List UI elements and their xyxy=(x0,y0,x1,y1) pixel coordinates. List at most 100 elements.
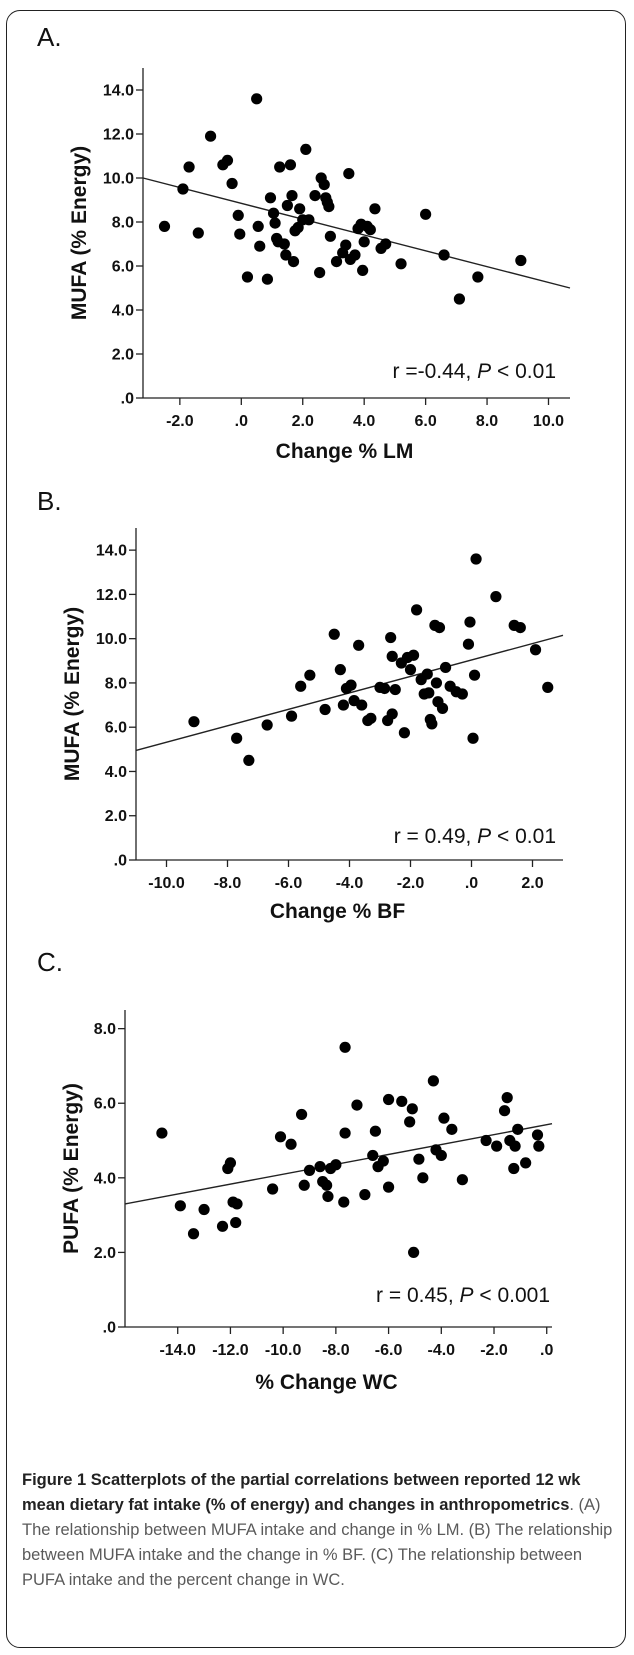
x-tick-label: -4.0 xyxy=(336,875,364,892)
data-point xyxy=(324,230,336,242)
data-point xyxy=(490,591,502,603)
x-tick-label: 4.0 xyxy=(353,413,375,430)
panel-letter-a: A. xyxy=(37,22,62,52)
data-point xyxy=(264,192,277,204)
data-point xyxy=(286,190,298,202)
x-tick-label: -6.0 xyxy=(375,1342,403,1359)
data-point xyxy=(183,161,195,173)
data-point xyxy=(340,239,352,251)
data-point xyxy=(382,1093,395,1106)
data-point xyxy=(156,1127,168,1139)
data-point xyxy=(515,254,527,267)
data-point xyxy=(413,1153,425,1165)
data-point xyxy=(226,177,238,190)
data-point xyxy=(303,214,315,226)
data-point xyxy=(408,1246,420,1259)
data-point xyxy=(274,161,286,173)
data-point xyxy=(508,1162,520,1175)
y-tick-label: 4.0 xyxy=(105,764,127,781)
data-point xyxy=(498,1105,511,1117)
x-tick-label: 2.0 xyxy=(292,413,314,430)
panel-letter-b: B. xyxy=(37,486,62,516)
y-tick-label: 10.0 xyxy=(96,631,127,648)
data-point xyxy=(417,1172,429,1184)
x-axis-title-a: Change % LM xyxy=(276,440,414,463)
x-tick-label: 10.0 xyxy=(533,413,564,430)
data-point xyxy=(192,227,204,239)
data-point xyxy=(501,1092,513,1104)
data-point xyxy=(234,228,246,240)
data-point xyxy=(231,732,243,744)
data-point xyxy=(467,732,479,744)
data-point xyxy=(386,650,398,662)
data-point xyxy=(338,1196,350,1208)
x-tick-label: -2.0 xyxy=(397,875,425,892)
figure-frame xyxy=(6,10,626,1648)
data-point xyxy=(281,199,293,212)
data-point xyxy=(439,661,452,674)
data-point xyxy=(323,201,335,213)
x-tick-label: -8.0 xyxy=(322,1342,350,1359)
data-point xyxy=(295,680,307,692)
x-tick-label: -12.0 xyxy=(212,1342,249,1359)
y-axis-title-c: PUFA (% Energy) xyxy=(60,1083,83,1254)
data-point xyxy=(287,256,300,268)
y-tick-label: 4.0 xyxy=(112,303,134,320)
x-tick-label: 2.0 xyxy=(521,875,543,892)
data-point xyxy=(351,1099,363,1111)
x-axis-title-b: Change % BF xyxy=(270,900,406,923)
data-point xyxy=(243,754,255,766)
data-point xyxy=(421,668,433,680)
y-tick-label: 6.0 xyxy=(105,720,127,737)
data-point xyxy=(446,1123,458,1135)
data-point xyxy=(349,249,361,261)
data-point xyxy=(456,1174,468,1186)
data-point xyxy=(241,271,254,283)
data-point xyxy=(267,1183,279,1195)
y-tick-label: 10.0 xyxy=(103,171,134,188)
data-point xyxy=(404,1116,416,1128)
y-tick-label: 8.0 xyxy=(94,1021,116,1038)
data-point xyxy=(420,208,432,220)
y-tick-label: 8.0 xyxy=(105,675,127,692)
data-point xyxy=(427,1075,439,1087)
data-point xyxy=(221,154,234,166)
x-tick-label: -14.0 xyxy=(159,1342,196,1359)
correlation-stat-c: r = 0.45, P < 0.001 xyxy=(376,1284,550,1307)
x-tick-label: -6.0 xyxy=(275,875,303,892)
x-tick-label: .0 xyxy=(235,413,248,430)
data-point xyxy=(433,622,446,634)
data-point xyxy=(453,293,466,305)
y-tick-label: 2.0 xyxy=(94,1245,116,1262)
data-point xyxy=(339,1127,351,1139)
data-point xyxy=(300,143,312,155)
y-tick-label: 4.0 xyxy=(94,1170,116,1187)
data-point xyxy=(480,1134,492,1147)
data-point xyxy=(411,604,423,616)
data-point xyxy=(380,238,392,250)
x-tick-label: -2.0 xyxy=(166,413,194,430)
data-point xyxy=(357,264,369,276)
data-point xyxy=(398,727,410,739)
data-point xyxy=(542,681,554,693)
data-point xyxy=(426,718,438,730)
y-tick-label: 8.0 xyxy=(112,215,134,232)
y-axis-title-b: MUFA (% Energy) xyxy=(61,607,84,781)
panel-letter-c: C. xyxy=(37,947,63,977)
data-point xyxy=(533,1140,545,1152)
data-point xyxy=(224,1157,237,1169)
data-point xyxy=(294,203,306,215)
y-tick-label: 6.0 xyxy=(112,259,134,276)
data-point xyxy=(356,699,368,711)
y-tick-label: .0 xyxy=(103,1320,116,1337)
data-point xyxy=(468,669,481,681)
x-tick-label: -2.0 xyxy=(480,1342,508,1359)
data-point xyxy=(285,1138,297,1150)
y-tick-label: .0 xyxy=(114,853,127,870)
x-tick-label: -10.0 xyxy=(148,875,185,892)
x-tick-label: 8.0 xyxy=(476,413,498,430)
data-point xyxy=(464,616,476,628)
data-point xyxy=(330,256,343,268)
data-point xyxy=(430,677,443,689)
data-point xyxy=(295,1108,308,1121)
